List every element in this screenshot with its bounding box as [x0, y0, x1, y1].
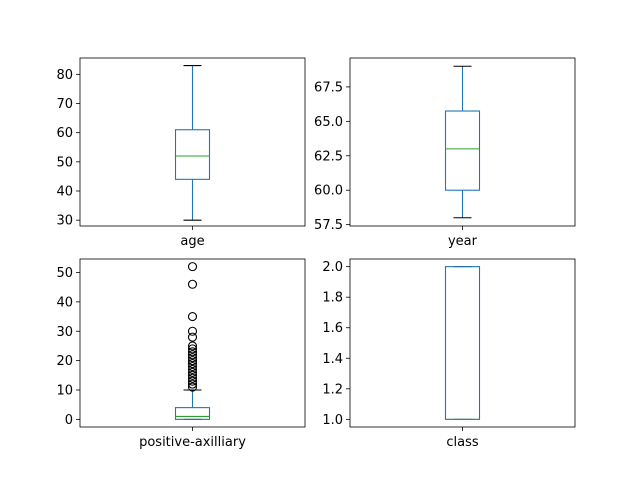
y-tick-label: 0	[65, 413, 73, 428]
x-category-label: positive-axilliary	[139, 435, 246, 450]
y-tick-label: 50	[56, 266, 73, 281]
outlier-point	[187, 367, 198, 377]
outlier-point	[187, 373, 198, 383]
subplot-age: 30 40 50 60 70 80 age	[56, 57, 306, 249]
outlier-point	[187, 332, 198, 342]
outlier-point	[187, 262, 198, 272]
iqr-box	[174, 407, 211, 420]
y-tick-label: 65.0	[314, 115, 343, 130]
subplot-class: 1.0 1.2 1.4 1.6 1.8 2.0 class	[322, 258, 576, 450]
y-tick-label: 67.5	[314, 80, 343, 95]
outlier-point	[187, 359, 198, 369]
outlier-point	[187, 353, 198, 363]
y-tick-label: 30	[56, 214, 73, 229]
outlier-point	[187, 376, 198, 386]
outlier-point	[187, 382, 198, 392]
y-tick-label: 2.0	[322, 260, 343, 275]
y-tick-label: 20	[56, 354, 73, 369]
y-tick-label: 10	[56, 383, 73, 398]
outlier-point	[187, 341, 198, 351]
outlier-point	[187, 312, 198, 322]
subplot-year: 57.5 60.0 62.5 65.0 67.5 year	[314, 57, 576, 249]
y-tick-label: 30	[56, 325, 73, 340]
y-tick-label: 1.8	[322, 291, 343, 306]
y-tick-label: 50	[56, 155, 73, 170]
outlier-point	[187, 356, 198, 366]
outlier-point	[187, 347, 198, 357]
outlier-point	[187, 361, 198, 372]
y-tick-label: 1.0	[322, 413, 343, 428]
outlier-point	[187, 326, 198, 336]
outlier-point	[187, 279, 198, 289]
y-tick-label: 70	[56, 97, 73, 112]
outlier-point	[187, 344, 198, 354]
iqr-box	[174, 129, 211, 180]
y-tick-label: 1.4	[322, 352, 343, 367]
y-tick-label: 80	[56, 68, 73, 83]
y-tick-label: 57.5	[314, 218, 343, 233]
y-tick-label: 62.5	[314, 149, 343, 164]
y-tick-label: 40	[56, 295, 73, 310]
y-tick-label: 60.0	[314, 184, 343, 199]
iqr-box	[444, 110, 481, 191]
outlier-point	[187, 370, 198, 380]
outlier-point	[187, 379, 198, 389]
y-tick-label: 40	[56, 185, 73, 200]
outlier-point	[187, 364, 198, 374]
x-category-label: class	[446, 435, 478, 450]
outlier-point	[187, 350, 198, 360]
subplot-positive-axilliary: 0 10 20 30 40 50 positive-axilliary	[56, 258, 306, 450]
y-tick-label: 1.6	[322, 321, 343, 336]
y-tick-label: 60	[56, 126, 73, 141]
y-tick-label: 1.2	[322, 382, 343, 397]
x-category-label: year	[448, 234, 478, 249]
x-category-label: age	[180, 234, 204, 249]
